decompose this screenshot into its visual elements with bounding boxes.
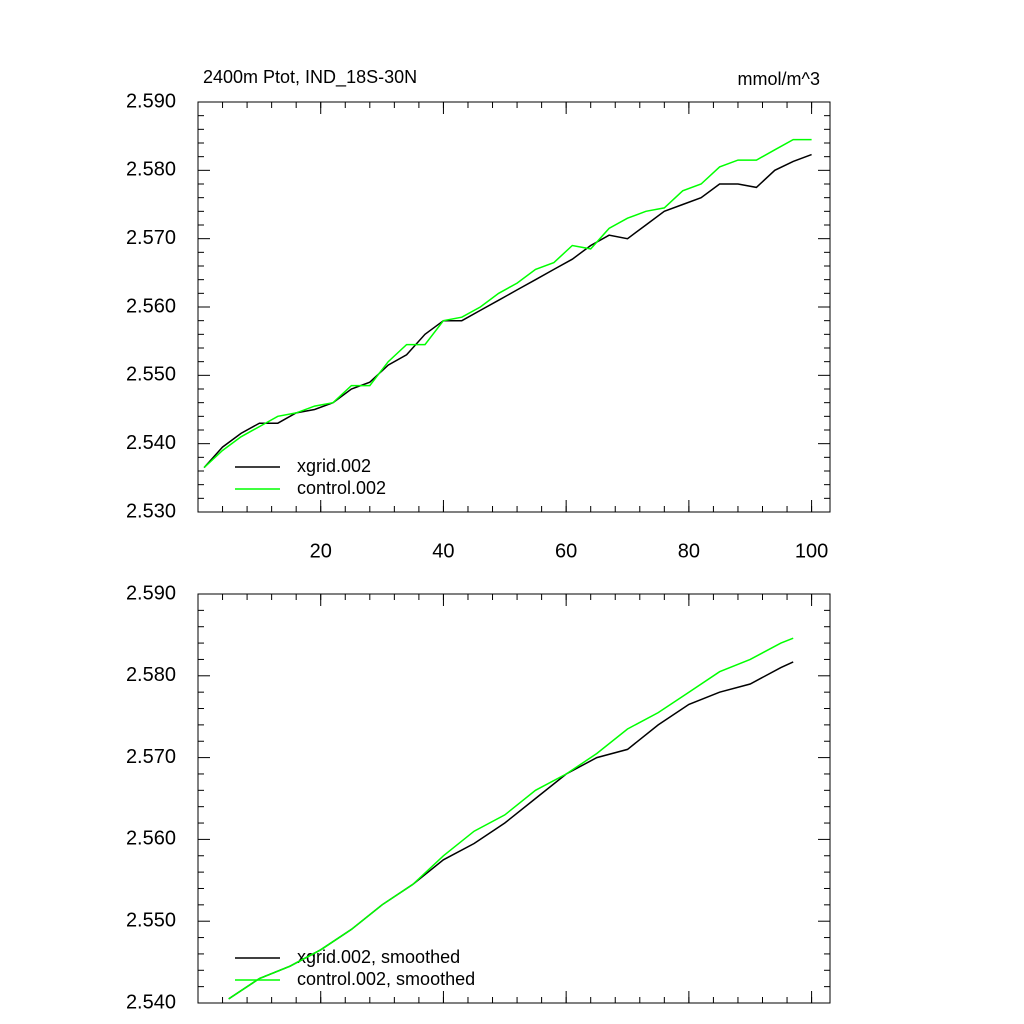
y-tick-label: 2.530 — [126, 500, 176, 522]
legend-label: control.002, smoothed — [297, 969, 475, 989]
series-line — [228, 637, 794, 1000]
y-tick-label: 2.550 — [126, 909, 176, 931]
y-tick-label: 2.580 — [126, 159, 176, 181]
legend-label: xgrid.002, smoothed — [297, 947, 460, 967]
x-tick-label: 100 — [795, 540, 828, 562]
units-label: mmol/m^3 — [738, 69, 820, 89]
series-line — [203, 153, 812, 469]
series-line — [203, 138, 812, 469]
x-tick-label: 60 — [555, 540, 577, 562]
chart-title: 2400m Ptot, IND_18S-30N — [203, 67, 417, 88]
y-tick-label: 2.540 — [126, 432, 176, 454]
plot-frame — [197, 593, 831, 1004]
legend-label: xgrid.002 — [297, 456, 371, 476]
y-tick-label: 2.570 — [126, 746, 176, 768]
y-tick-label: 2.570 — [126, 227, 176, 249]
x-tick-label: 40 — [432, 540, 454, 562]
x-tick-label: 20 — [310, 540, 332, 562]
y-tick-label: 2.560 — [126, 828, 176, 850]
x-tick-label: 80 — [678, 540, 700, 562]
legend-label: control.002 — [297, 478, 386, 498]
y-tick-label: 2.590 — [126, 582, 176, 604]
y-tick-label: 2.580 — [126, 664, 176, 686]
y-tick-label: 2.560 — [126, 295, 176, 317]
y-tick-label: 2.590 — [126, 90, 176, 112]
y-tick-label: 2.540 — [126, 991, 176, 1013]
plot-frame — [197, 101, 831, 513]
y-tick-label: 2.550 — [126, 364, 176, 386]
